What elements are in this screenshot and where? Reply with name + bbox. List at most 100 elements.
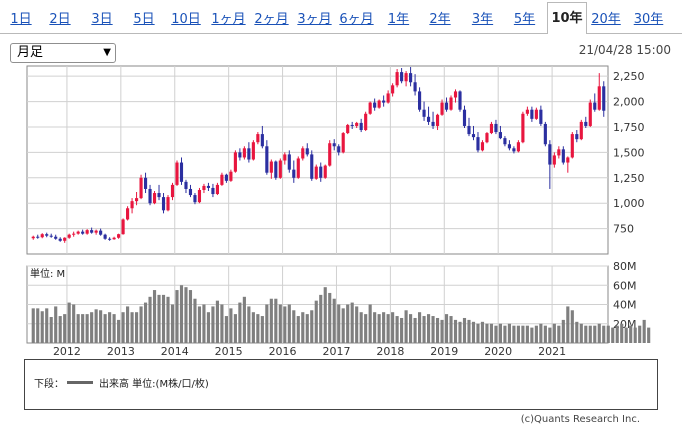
volume-bar [152,290,157,343]
volume-bar [418,312,422,343]
volume-bar [566,306,570,343]
volume-bar [265,304,269,343]
volume-bar [54,306,58,343]
tab-period-12[interactable]: 5年 [513,12,536,27]
volume-bar [449,316,453,343]
candle-body [54,236,58,239]
volume-bar [206,312,211,343]
volume-bar [341,308,345,343]
volume-bar [314,300,318,343]
tab-period-3[interactable]: 5日 [133,12,155,27]
tab-period-4[interactable]: 10日 [171,12,201,27]
volume-bar [435,317,440,343]
candle-body [260,134,264,147]
volume-bar [530,327,534,343]
candle-body [422,109,426,117]
candle-body [166,197,170,211]
candle-body [139,177,143,199]
legend-volume-swatch [67,381,93,384]
volume-bar [238,302,242,343]
volume-bar [534,325,538,343]
candle-body [126,208,130,220]
volume-bar [161,294,166,343]
volume-y-tick-label: 80M [613,260,637,273]
tab-period-7[interactable]: 3ヶ月 [297,12,332,27]
candle-body [229,171,233,181]
tab-period-10[interactable]: 2年 [429,12,451,27]
volume-bar [260,316,264,343]
candle-body [224,174,228,181]
volume-bar [350,302,354,343]
volume-bar [602,325,606,343]
candle-body [67,234,71,238]
candle-body [157,193,161,198]
candle-body [462,109,467,126]
volume-bar [458,321,462,343]
x-tick-label: 2014 [161,345,189,358]
tab-period-8[interactable]: 6ヶ月 [339,12,374,27]
tab-period-2[interactable]: 3日 [91,12,113,27]
volume-bar [251,312,255,343]
volume-bar [593,325,597,343]
tab-period-9[interactable]: 1年 [387,12,410,27]
candle-body [256,134,260,143]
candle-body [117,234,121,238]
volume-bar [494,325,498,343]
candle-body [386,93,390,103]
candle-body [575,134,579,140]
price-y-tick-label: 1,500 [613,146,645,159]
volume-bar [319,294,323,343]
candle-body [233,152,237,172]
candle-body [350,124,354,126]
chart-datetime: 21/04/28 15:00 [578,43,671,57]
candle-body [332,143,336,147]
volume-bar [179,285,184,343]
volume-bar [220,304,224,343]
candle-body [337,146,341,153]
price-y-tick-label: 1,250 [613,172,645,185]
volume-bar [310,310,314,343]
candle-body [197,189,202,203]
candle-body [85,230,89,234]
tab-period-5[interactable]: 1ヶ月 [211,12,246,27]
candle-body [530,109,534,119]
volume-bar [305,314,309,343]
volume-bar [597,323,601,343]
volume-bar [58,316,62,343]
x-tick-label: 2013 [107,345,135,358]
candle-body [193,195,197,203]
tab-baseline [0,33,682,34]
volume-bar [638,325,642,343]
tab-period-11[interactable]: 3年 [471,12,494,27]
candle-body [206,185,211,188]
tab-period-14[interactable]: 20年 [591,12,621,27]
candle-body [292,169,296,178]
volume-bar [283,306,287,343]
tab-period-13[interactable]: 10年 [547,2,587,34]
volume-bar [72,304,76,343]
tab-period-6[interactable]: 2ヶ月 [254,12,289,27]
candle-body [31,236,35,239]
candle-body [391,85,395,94]
tab-period-1[interactable]: 2日 [49,12,71,27]
candle-body [36,236,40,238]
candle-body [566,157,570,163]
volume-bar [211,306,215,343]
volume-bar [624,327,628,343]
candle-body [453,91,458,98]
candle-body [121,219,125,235]
tab-period-0[interactable]: 1日 [10,12,32,27]
candle-body [435,114,440,126]
candle-body [238,152,242,158]
candle-body [368,102,372,114]
volume-bar [404,310,408,343]
period-select[interactable]: 月足 ▼ [10,43,116,63]
candle-body [458,91,462,110]
volume-bar [539,323,543,343]
tab-period-15[interactable]: 30年 [633,12,664,27]
volume-bar [215,300,219,343]
x-tick-label: 2015 [215,345,243,358]
volume-bar [647,327,651,343]
volume-bar [498,323,503,343]
